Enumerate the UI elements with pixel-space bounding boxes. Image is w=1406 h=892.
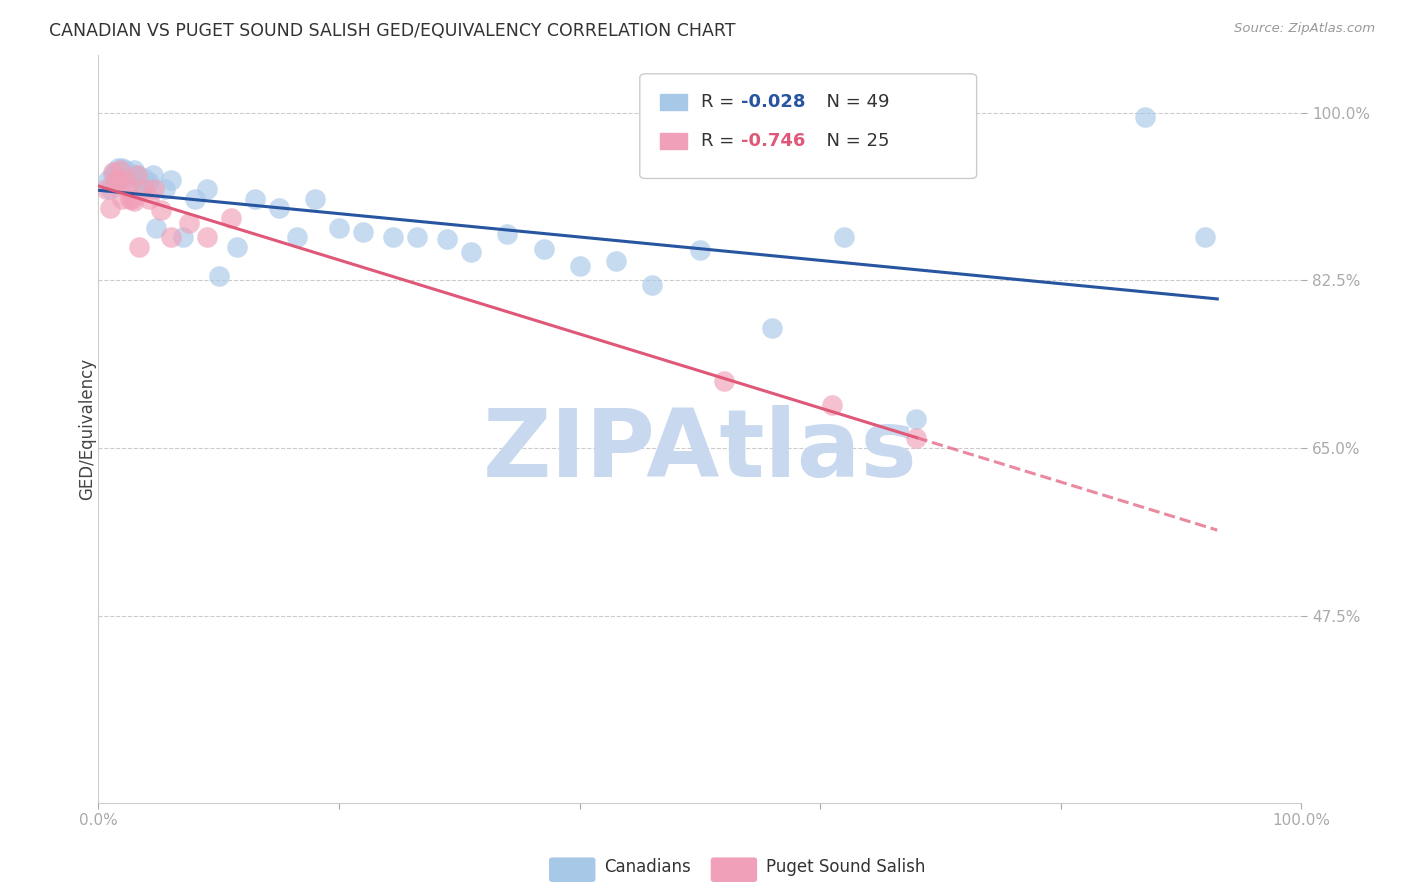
Point <box>124 163 146 178</box>
Point <box>101 165 124 179</box>
Point <box>153 182 176 196</box>
Point <box>328 220 350 235</box>
FancyBboxPatch shape <box>661 94 686 111</box>
Text: R =: R = <box>702 94 740 112</box>
Point <box>131 178 153 192</box>
Point <box>128 172 150 186</box>
Point <box>94 182 117 196</box>
FancyBboxPatch shape <box>661 133 686 149</box>
Point <box>121 192 143 206</box>
Point <box>496 227 519 242</box>
Point <box>208 268 231 283</box>
Point <box>641 278 664 293</box>
Text: Puget Sound Salish: Puget Sound Salish <box>766 858 925 876</box>
Point <box>100 202 122 216</box>
Point <box>1133 111 1156 125</box>
Point <box>821 398 844 412</box>
Point <box>533 242 555 256</box>
Point <box>145 220 167 235</box>
Point <box>121 167 143 181</box>
Point <box>713 374 735 388</box>
Text: CANADIAN VS PUGET SOUND SALISH GED/EQUIVALENCY CORRELATION CHART: CANADIAN VS PUGET SOUND SALISH GED/EQUIV… <box>49 22 735 40</box>
Point <box>111 192 134 206</box>
Point <box>111 161 134 176</box>
Point <box>124 194 146 208</box>
Text: -0.028: -0.028 <box>741 94 806 112</box>
Point <box>304 192 326 206</box>
Y-axis label: GED/Equivalency: GED/Equivalency <box>79 358 96 500</box>
Point <box>195 182 218 196</box>
Point <box>125 168 148 182</box>
Point <box>114 172 136 186</box>
Point <box>177 216 200 230</box>
Point <box>107 161 129 176</box>
Text: Canadians: Canadians <box>605 858 692 876</box>
Point <box>243 192 266 206</box>
Point <box>159 172 181 186</box>
Point <box>142 182 165 196</box>
Point <box>104 175 127 189</box>
Point <box>141 168 163 182</box>
Point <box>132 170 155 185</box>
Text: N = 49: N = 49 <box>815 94 890 112</box>
Point <box>436 232 458 246</box>
Point <box>1194 230 1216 244</box>
Point <box>108 172 131 186</box>
Point <box>138 192 160 206</box>
Point <box>138 175 160 189</box>
Point <box>183 192 205 206</box>
Point <box>225 240 247 254</box>
Point <box>285 230 308 244</box>
Text: R =: R = <box>702 132 740 150</box>
Point <box>107 172 129 186</box>
Point <box>135 178 157 192</box>
Point <box>219 211 242 225</box>
Text: ZIPAtlas: ZIPAtlas <box>482 405 917 497</box>
FancyBboxPatch shape <box>640 74 977 178</box>
Point <box>172 230 194 244</box>
Point <box>905 412 928 426</box>
Point <box>108 163 131 178</box>
Point <box>128 240 150 254</box>
Text: -0.746: -0.746 <box>741 132 806 150</box>
Point <box>905 431 928 445</box>
Point <box>125 168 148 182</box>
Point <box>761 321 783 335</box>
Text: N = 25: N = 25 <box>815 132 890 150</box>
Point <box>117 168 139 182</box>
Point <box>195 230 218 244</box>
Point <box>117 182 139 196</box>
Point <box>101 168 124 182</box>
Text: Source: ZipAtlas.com: Source: ZipAtlas.com <box>1234 22 1375 36</box>
Point <box>97 172 120 186</box>
Point <box>382 230 405 244</box>
Point <box>605 254 627 268</box>
Point <box>110 165 132 179</box>
Point <box>104 165 127 179</box>
Point <box>118 170 141 185</box>
Point <box>100 182 122 196</box>
Point <box>267 202 290 216</box>
Point <box>114 163 136 178</box>
Point <box>132 182 155 196</box>
Point <box>118 192 141 206</box>
Point <box>159 230 181 244</box>
Point <box>460 244 482 259</box>
Point <box>834 230 856 244</box>
Point <box>568 259 591 273</box>
Point <box>352 226 374 240</box>
Point <box>689 243 711 257</box>
Point <box>149 203 172 218</box>
Point <box>406 230 429 244</box>
